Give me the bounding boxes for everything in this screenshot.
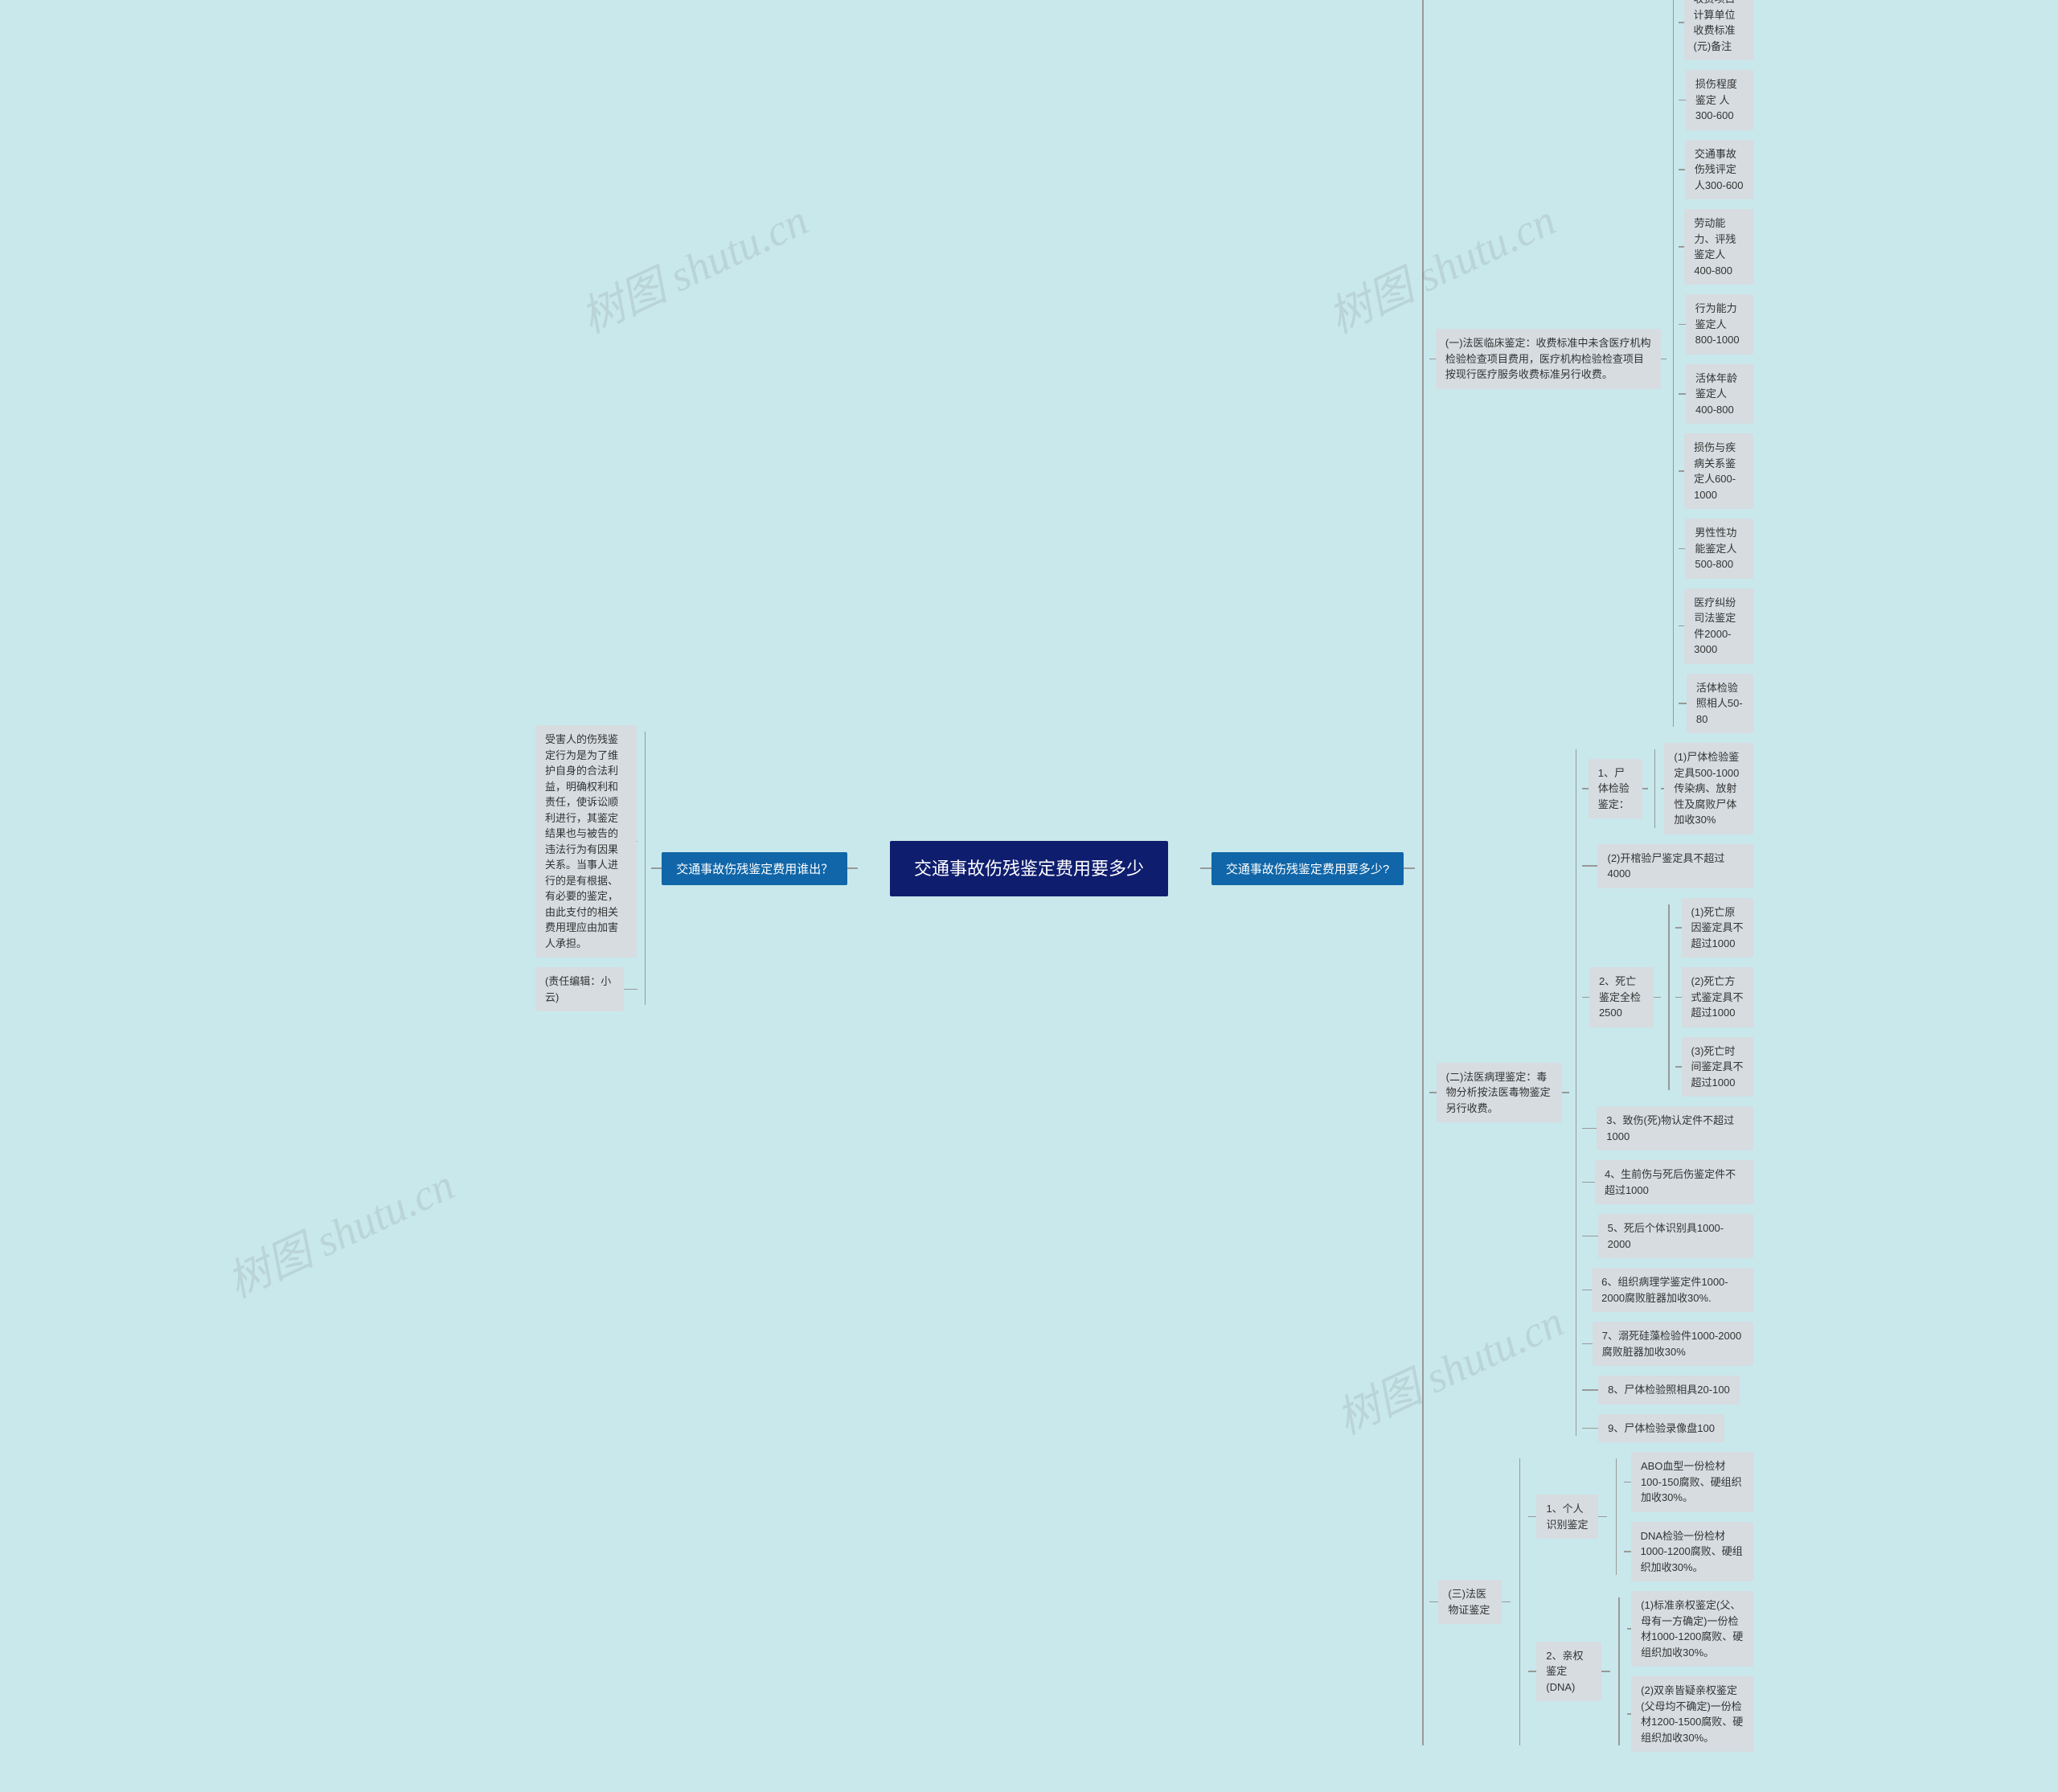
s2-item-8: 8、尸体检验照相具20-100 [1598, 1376, 1740, 1404]
section-1-label: (一)法医临床鉴定：收费标准中未含医疗机构检验检查项目费用，医疗机构检验检查项目… [1436, 329, 1661, 389]
s2-item-2-sub-1: (2)死亡方式鉴定具不超过1000 [1682, 967, 1754, 1027]
s1-item-7: 男性性功能鉴定人500-800 [1685, 519, 1753, 579]
s1-item-0: 收费项目计算单位收费标准(元)备注 [1684, 0, 1754, 60]
s2-item-9: 9、尸体检验录像盘100 [1598, 1414, 1724, 1443]
right-l1: 交通事故伤残鉴定费用要多少? [1211, 852, 1404, 885]
s2-item-2-label: 2、死亡鉴定全检2500 [1589, 967, 1654, 1027]
s2-item-0-sub-0: (1)尸体检验鉴定具500-1000传染病、放射性及腐败尸体加收30% [1664, 743, 1753, 834]
s2-item-2-sub-0: (1)死亡原因鉴定具不超过1000 [1682, 898, 1754, 958]
s3-item-1: 2、亲权鉴定(DNA) (1)标准亲权鉴定(父、母有一方确定)一份检材1000-… [1528, 1591, 1753, 1752]
section-2-label: (二)法医病理鉴定：毒物分析按法医毒物鉴定另行收费。 [1437, 1063, 1563, 1123]
s3-item-1-sub-0: (1)标准亲权鉴定(父、母有一方确定)一份检材1000-1200腐败、硬组织加收… [1631, 1591, 1753, 1667]
right-branch: 交通事故伤残鉴定费用要多少? (一)法医临床鉴定：收费标准中未含医疗机构检验检查… [1200, 0, 1753, 1752]
s3-item-1-label: 2、亲权鉴定(DNA) [1536, 1642, 1601, 1702]
s2-item-4: 4、生前伤与死后伤鉴定件不超过1000 [1595, 1160, 1753, 1204]
s1-item-8: 医疗纠纷司法鉴定件2000-3000 [1684, 588, 1753, 664]
root-node: 交通事故伤残鉴定费用要多少 [890, 841, 1168, 896]
s2-item-0: 1、尸体检验鉴定： (1)尸体检验鉴定具500-1000传染病、放射性及腐败尸体… [1582, 743, 1753, 834]
left-leaf-1: (责任编辑：小云) [535, 967, 624, 1011]
s1-item-2: 交通事故伤残评定人300-600 [1685, 140, 1753, 200]
s3-item-0-sub-1: DNA检验一份检材1000-1200腐败、硬组织加收30%。 [1631, 1522, 1754, 1582]
left-l1: 交通事故伤残鉴定费用谁出？ [662, 852, 847, 885]
s1-item-6: 损伤与疾病关系鉴定人600-1000 [1684, 433, 1753, 509]
s1-item-4: 行为能力鉴定人800-1000 [1686, 294, 1754, 355]
s3-item-0-sub-0: ABO血型一份检材100-150腐败、硬组织加收30%。 [1631, 1452, 1753, 1512]
s3-item-0-label: 1、个人识别鉴定 [1536, 1495, 1598, 1539]
s2-item-2: 2、死亡鉴定全检2500 (1)死亡原因鉴定具不超过1000 (2)死亡方式鉴定… [1582, 898, 1753, 1097]
s1-item-1: 损伤程度鉴定 人300-600 [1686, 70, 1753, 130]
right-sections: (一)法医临床鉴定：收费标准中未含医疗机构检验检查项目费用，医疗机构检验检查项目… [1429, 0, 1753, 1752]
s2-item-5: 5、死后个体识别具1000-2000 [1598, 1214, 1754, 1258]
s1-item-5: 活体年龄鉴定人400-800 [1686, 364, 1753, 424]
left-leaves: 受害人的伤残鉴定行为是为了维护自身的合法利益，明确权利和责任，使诉讼顺利进行，其… [535, 725, 638, 1011]
mindmap-canvas: 受害人的伤残鉴定行为是为了维护自身的合法利益，明确权利和责任，使诉讼顺利进行，其… [24, 24, 2034, 1712]
watermark: 树图 shutu.cn [215, 1150, 463, 1310]
section-2: (二)法医病理鉴定：毒物分析按法医毒物鉴定另行收费。 1、尸体检验鉴定： (1)… [1429, 743, 1753, 1442]
section-3-label: (三)法医物证鉴定 [1438, 1580, 1502, 1624]
s2-item-6: 6、组织病理学鉴定件1000-2000腐败脏器加收30%. [1592, 1268, 1753, 1312]
s3-item-1-sub-1: (2)双亲皆疑亲权鉴定(父母均不确定)一份检材1200-1500腐败、硬组织加收… [1631, 1676, 1753, 1752]
s2-item-1: (2)开棺验尸鉴定具不超过4000 [1597, 844, 1753, 888]
s1-item-3: 劳动能力、评残鉴定人400-800 [1684, 209, 1753, 285]
s2-item-7: 7、溺死硅藻检验件1000-2000腐败脏器加收30% [1593, 1322, 1753, 1366]
center-area: 受害人的伤残鉴定行为是为了维护自身的合法利益，明确权利和责任，使诉讼顺利进行，其… [890, 841, 1168, 896]
s2-item-3: 3、致伤(死)物认定件不超过1000 [1597, 1106, 1753, 1150]
section-1: (一)法医临床鉴定：收费标准中未含医疗机构检验检查项目费用，医疗机构检验检查项目… [1429, 0, 1753, 733]
s2-item-0-label: 1、尸体检验鉴定： [1589, 759, 1642, 819]
left-branch: 受害人的伤残鉴定行为是为了维护自身的合法利益，明确权利和责任，使诉讼顺利进行，其… [535, 725, 858, 1011]
s3-item-0: 1、个人识别鉴定 ABO血型一份检材100-150腐败、硬组织加收30%。 DN… [1528, 1452, 1753, 1581]
s1-item-9: 活体检验照相人50-80 [1687, 674, 1753, 734]
left-leaf-0: 受害人的伤残鉴定行为是为了维护自身的合法利益，明确权利和责任，使诉讼顺利进行，其… [535, 725, 637, 958]
s2-item-2-sub-2: (3)死亡时间鉴定具不超过1000 [1682, 1037, 1754, 1097]
watermark: 树图 shutu.cn [569, 185, 817, 346]
section-3: (三)法医物证鉴定 1、个人识别鉴定 ABO血型一份检材100-150腐败、硬组… [1429, 1452, 1753, 1752]
